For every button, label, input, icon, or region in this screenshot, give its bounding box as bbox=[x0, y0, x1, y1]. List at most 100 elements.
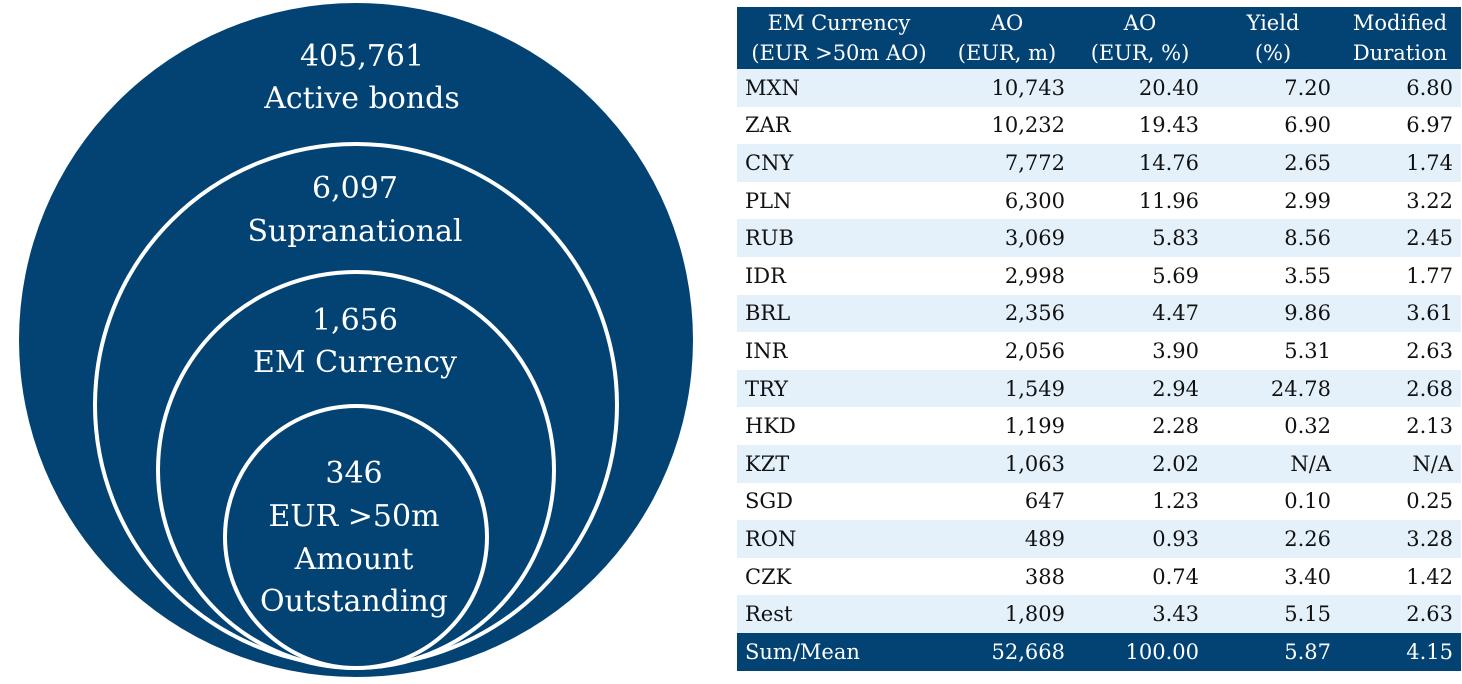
cell-yield: 0.10 bbox=[1284, 489, 1331, 514]
cell-yield: 7.20 bbox=[1207, 69, 1339, 107]
table-row: IDR 2,998 5.69 3.55 1.77 bbox=[737, 257, 1461, 295]
cell-yield: 2.26 bbox=[1207, 520, 1339, 558]
cell-ao-pct: 20.40 bbox=[1073, 69, 1207, 107]
cell-currency: INR bbox=[745, 338, 788, 363]
cell-ao-pct: 11.96 bbox=[1138, 188, 1199, 213]
cell-currency: ZAR bbox=[745, 113, 791, 138]
cell-currency: MXN bbox=[737, 69, 941, 107]
cell-currency: RON bbox=[737, 520, 941, 558]
table-row: INR 2,056 3.90 5.31 2.63 bbox=[737, 332, 1461, 370]
cell-ao-pct: 1.23 bbox=[1152, 489, 1199, 514]
cell-ao-pct: 0.93 bbox=[1073, 520, 1207, 558]
cell-ao-m: 1,063 bbox=[941, 444, 1073, 483]
cell-ao-m: 10,743 bbox=[941, 69, 1073, 107]
cell-ao-pct: 4.47 bbox=[1073, 294, 1207, 333]
col-header-yield: Yield (%) bbox=[1207, 7, 1339, 69]
cell-currency: Rest bbox=[737, 595, 941, 633]
table-row: SGD 647 1.23 0.10 0.25 bbox=[737, 483, 1461, 521]
table-row: PLN 6,300 11.96 2.99 3.22 bbox=[737, 182, 1461, 220]
table-footer-row: Sum/Mean 52,668 100.00 5.87 4.15 bbox=[737, 632, 1461, 671]
cell-yield: 5.15 bbox=[1207, 595, 1339, 633]
footer-mod-duration: 4.15 bbox=[1339, 632, 1461, 671]
cell-yield: 24.78 bbox=[1207, 369, 1339, 408]
cell-ao-pct: 0.74 bbox=[1152, 564, 1199, 589]
col-header-currency: EM Currency (EUR >50m AO) bbox=[737, 7, 941, 69]
circle-eur-50m bbox=[223, 404, 489, 670]
cell-mod-duration: 2.63 bbox=[1406, 338, 1453, 363]
cell-yield: 3.55 bbox=[1284, 263, 1331, 288]
table-row: TRY 1,549 2.94 24.78 2.68 bbox=[737, 369, 1461, 408]
cell-mod-duration: 3.22 bbox=[1406, 188, 1453, 213]
cell-mod-duration: 3.28 bbox=[1339, 520, 1461, 558]
cell-currency: PLN bbox=[745, 188, 792, 213]
eur-50m-count: 346 bbox=[325, 456, 382, 491]
cell-ao-m: 6,300 bbox=[1004, 188, 1065, 213]
cell-mod-duration: 2.45 bbox=[1339, 219, 1461, 257]
cell-ao-m: 388 bbox=[1024, 564, 1065, 589]
cell-ao-pct: 2.02 bbox=[1073, 444, 1207, 483]
cell-yield: 6.90 bbox=[1284, 113, 1331, 138]
eur-50m-label-line-2: Amount bbox=[294, 542, 414, 577]
cell-currency: CNY bbox=[737, 144, 941, 182]
table-row: CNY 7,772 14.76 2.65 1.74 bbox=[737, 144, 1461, 182]
cell-currency: BRL bbox=[737, 294, 941, 333]
cell-mod-duration: 3.61 bbox=[1339, 294, 1461, 333]
cell-currency: IDR bbox=[745, 263, 786, 288]
cell-mod-duration: 2.68 bbox=[1339, 369, 1461, 408]
eur-50m-label-line-1: EUR >50m bbox=[268, 499, 439, 534]
cell-ao-pct: 2.94 bbox=[1073, 369, 1207, 408]
col-header-ao-pct: AO (EUR, %) bbox=[1073, 7, 1207, 69]
cell-ao-m: 7,772 bbox=[941, 144, 1073, 182]
cell-ao-m: 489 bbox=[941, 520, 1073, 558]
cell-ao-pct: 5.69 bbox=[1152, 263, 1199, 288]
footer-ao-pct: 100.00 bbox=[1073, 632, 1207, 671]
cell-ao-pct: 5.83 bbox=[1073, 219, 1207, 257]
cell-yield: 2.99 bbox=[1284, 188, 1331, 213]
cell-mod-duration: 1.42 bbox=[1406, 564, 1453, 589]
cell-yield: 0.32 bbox=[1284, 414, 1331, 439]
footer-ao-m: 52,668 bbox=[941, 632, 1073, 671]
cell-mod-duration: 1.77 bbox=[1406, 263, 1453, 288]
nested-circles-diagram: 405,761 Active bonds 6,097 Supranational… bbox=[19, 3, 693, 677]
footer-currency: Sum/Mean bbox=[737, 632, 941, 671]
cell-ao-m: 1,549 bbox=[941, 369, 1073, 408]
table-row: RUB 3,069 5.83 8.56 2.45 bbox=[737, 219, 1461, 257]
em-currency-table: EM Currency (EUR >50m AO) AO (EUR, m) AO (E… bbox=[737, 7, 1461, 671]
cell-ao-pct: 3.43 bbox=[1073, 595, 1207, 633]
table-row: CZK 388 0.74 3.40 1.42 bbox=[737, 558, 1461, 596]
cell-mod-duration: 0.25 bbox=[1406, 489, 1453, 514]
table-row: ZAR 10,232 19.43 6.90 6.97 bbox=[737, 107, 1461, 145]
eur-50m-label-line-3: Outstanding bbox=[260, 584, 448, 619]
cell-currency: SGD bbox=[745, 489, 793, 514]
cell-ao-pct: 2.28 bbox=[1152, 414, 1199, 439]
table-row: KZT 1,063 2.02 N/A N/A bbox=[737, 444, 1461, 483]
cell-yield: 8.56 bbox=[1207, 219, 1339, 257]
active-bonds-count: 405,761 bbox=[300, 39, 424, 74]
cell-yield: 9.86 bbox=[1207, 294, 1339, 333]
table-header-row: EM Currency (EUR >50m AO) AO (EUR, m) AO (E… bbox=[737, 7, 1461, 69]
cell-yield: 5.31 bbox=[1284, 338, 1331, 363]
cell-ao-m: 2,998 bbox=[1004, 263, 1065, 288]
cell-ao-m: 2,356 bbox=[941, 294, 1073, 333]
cell-currency: CZK bbox=[745, 564, 792, 589]
col-header-ao-m: AO (EUR, m) bbox=[941, 7, 1073, 69]
em-currency-label: EM Currency bbox=[253, 345, 457, 380]
supranational-count: 6,097 bbox=[312, 171, 398, 206]
cell-currency: HKD bbox=[745, 414, 796, 439]
em-currency-count: 1,656 bbox=[312, 303, 398, 338]
table-row: MXN 10,743 20.40 7.20 6.80 bbox=[737, 69, 1461, 107]
cell-yield: 2.65 bbox=[1207, 144, 1339, 182]
cell-ao-m: 2,056 bbox=[1004, 338, 1065, 363]
table-row: Rest 1,809 3.43 5.15 2.63 bbox=[737, 595, 1461, 633]
cell-currency: KZT bbox=[737, 444, 941, 483]
cell-ao-m: 1,199 bbox=[1004, 414, 1065, 439]
active-bonds-label: Active bonds bbox=[263, 81, 460, 116]
cell-mod-duration: N/A bbox=[1339, 444, 1461, 483]
footer-yield: 5.87 bbox=[1207, 632, 1339, 671]
cell-mod-duration: 2.13 bbox=[1406, 414, 1453, 439]
cell-mod-duration: 2.63 bbox=[1339, 595, 1461, 633]
cell-mod-duration: 6.97 bbox=[1406, 113, 1453, 138]
cell-mod-duration: 6.80 bbox=[1339, 69, 1461, 107]
table-row: HKD 1,199 2.28 0.32 2.13 bbox=[737, 407, 1461, 445]
cell-ao-pct: 14.76 bbox=[1073, 144, 1207, 182]
